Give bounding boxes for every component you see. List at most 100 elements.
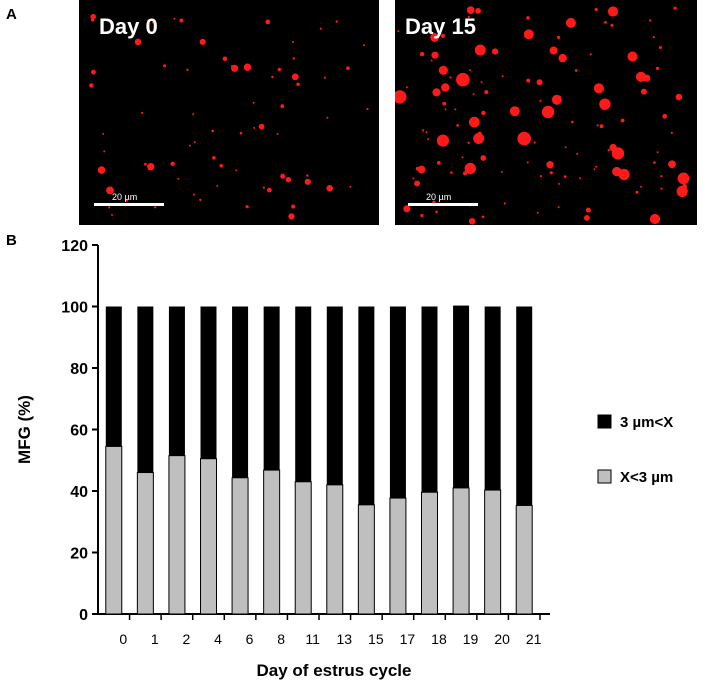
x-tick-label: 11 [305, 631, 320, 647]
fat-droplet [599, 98, 611, 110]
fat-droplet [526, 16, 530, 20]
droplet-layer-day-15 [395, 6, 690, 225]
fat-droplet [427, 138, 430, 141]
fat-droplet [596, 124, 599, 127]
x-tick-label: 20 [494, 631, 510, 647]
fat-droplet [271, 75, 274, 79]
fat-droplet [199, 198, 202, 202]
fat-droplet [541, 105, 555, 119]
fat-droplet [102, 132, 105, 135]
bar-3um-above [232, 306, 249, 478]
fat-droplet [526, 78, 531, 83]
fat-droplet [212, 156, 216, 160]
fat-droplet [91, 18, 95, 22]
bar-3um-below [136, 472, 154, 615]
fat-droplet [539, 175, 542, 178]
fat-droplet [285, 177, 292, 183]
fat-droplet [405, 86, 408, 89]
fat-droplet [656, 151, 659, 154]
fat-droplet [481, 110, 486, 116]
fat-droplet [151, 21, 154, 24]
fat-droplet [467, 15, 470, 19]
fat-droplet [141, 111, 144, 114]
fat-droplet [431, 51, 439, 59]
y-tick-label: 0 [79, 607, 88, 624]
bar-3um-below [484, 489, 502, 615]
fat-droplet [466, 6, 475, 14]
fat-droplet [461, 156, 464, 159]
fat-droplet [607, 149, 610, 152]
fat-droplet [484, 90, 489, 95]
bar-3um-above [105, 306, 122, 447]
bar-3um-below [421, 491, 438, 615]
fat-droplet [134, 38, 142, 46]
fat-droplet [435, 210, 438, 214]
fat-droplet [304, 178, 311, 185]
fat-droplet [111, 213, 113, 216]
fat-droplet [558, 53, 567, 63]
fat-droplet [605, 106, 609, 109]
bar-3um-below [326, 484, 344, 615]
fat-droplet [473, 133, 485, 144]
fat-droplet [536, 211, 539, 214]
fat-droplet [649, 213, 661, 225]
x-axis-label: Day of estrus cycle [257, 661, 412, 680]
bar-3um-below [389, 497, 407, 615]
fat-droplet [579, 177, 581, 180]
fat-droplet [106, 186, 114, 195]
fat-droplet [253, 126, 256, 129]
fat-droplet [335, 20, 338, 23]
fat-droplet [492, 48, 499, 55]
bar-3um-above [168, 306, 185, 456]
fat-droplet [430, 33, 439, 42]
fat-droplet [477, 131, 482, 137]
fat-droplet [546, 161, 554, 169]
fat-droplet [266, 187, 272, 193]
fat-droplet [503, 202, 506, 205]
fat-droplet [475, 7, 481, 14]
fat-droplet [472, 93, 475, 96]
fat-droplet [188, 144, 191, 147]
fat-droplet [163, 64, 167, 68]
fat-droplet [126, 199, 129, 202]
fat-droplet [154, 206, 157, 209]
fat-droplet [456, 124, 460, 127]
fat-droplet [571, 120, 574, 124]
bar-3um-below [263, 469, 281, 615]
fat-droplet [323, 76, 326, 79]
micrograph-label: Day 0 [99, 14, 158, 39]
fat-droplet [326, 185, 333, 192]
fat-droplet [366, 107, 369, 111]
fat-droplet [442, 101, 447, 106]
fat-droplet [319, 27, 322, 30]
bar-3um-below [168, 455, 186, 615]
fat-droplet [91, 69, 96, 75]
bar-3um-below [294, 481, 312, 615]
x-tick-label: 6 [246, 631, 254, 647]
legend-label: X<3 µm [620, 469, 673, 486]
fat-droplet [326, 116, 329, 119]
fat-droplet [675, 93, 683, 101]
fat-droplet [655, 66, 660, 70]
fat-droplet [438, 65, 448, 75]
fat-droplet [296, 82, 300, 87]
fat-droplet [199, 38, 206, 46]
fat-droplet [193, 141, 196, 143]
fat-droplet [436, 134, 449, 147]
bar-3um-above [389, 306, 406, 499]
fat-droplet [549, 171, 553, 175]
fat-droplet [262, 186, 265, 189]
y-tick-label: 100 [61, 300, 88, 317]
x-tick-label: 21 [526, 631, 542, 647]
bar-3um-above [516, 306, 533, 506]
micrograph-label: Day 15 [405, 14, 476, 39]
fat-droplet [403, 205, 411, 213]
scale-bar-label: 20 µm [426, 192, 452, 202]
scale-bar [94, 203, 164, 206]
fat-droplet [462, 171, 468, 176]
fat-droplet [103, 150, 106, 153]
y-tick-label: 20 [70, 546, 88, 563]
fat-droplet [584, 215, 590, 221]
fat-droplet [480, 81, 483, 84]
fat-droplet [216, 185, 219, 187]
